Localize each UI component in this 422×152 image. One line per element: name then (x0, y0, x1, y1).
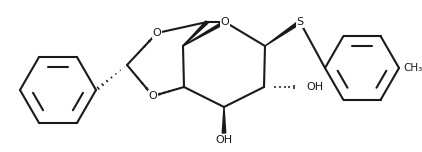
Text: O: O (153, 28, 161, 38)
Text: OH: OH (306, 82, 323, 92)
Text: CH₃: CH₃ (403, 63, 422, 73)
Polygon shape (183, 21, 208, 46)
Text: OH: OH (216, 135, 233, 145)
Polygon shape (265, 21, 301, 46)
Text: O: O (149, 91, 157, 101)
Text: S: S (296, 17, 303, 27)
Polygon shape (222, 107, 226, 133)
Polygon shape (183, 21, 226, 46)
Text: O: O (221, 17, 230, 27)
